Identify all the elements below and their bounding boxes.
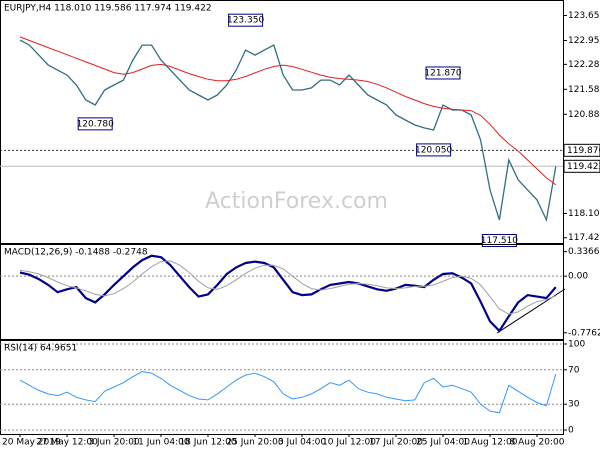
- y-tick-label: 118.100: [568, 209, 600, 219]
- y-tick-label: 121.580: [568, 85, 600, 95]
- x-tick-label: 11 Jun 04:00: [132, 438, 189, 448]
- annotation-label: 121.870: [424, 68, 461, 78]
- x-tick-label: 3 Jul 04:00: [278, 438, 327, 448]
- y-tick-label: 117.420: [568, 233, 600, 243]
- x-tick-label: 3 Jun 20:00: [88, 438, 140, 448]
- y-tick-label: 100: [568, 340, 585, 350]
- y-tick-label: 0.3366: [568, 247, 600, 257]
- series-line: [19, 260, 556, 315]
- panel-title: MACD(12,26,9) -0.1488 -0.2748: [4, 248, 148, 258]
- series-line: [19, 370, 557, 414]
- annotation-box: [77, 117, 113, 131]
- y-tick-label: 122.280: [568, 60, 600, 70]
- series-line: [19, 254, 557, 333]
- last-price-box: [563, 159, 600, 173]
- annotation-label: 120.050: [415, 145, 452, 155]
- annotation-box: [481, 234, 517, 248]
- annotation-label: 123.350: [227, 16, 264, 26]
- x-tick-label: 8 Aug 20:00: [510, 438, 565, 448]
- y-tick-label: 0.00: [568, 272, 588, 282]
- x-tick-label: 10 Jul 12:00: [322, 438, 376, 448]
- annotation-box: [425, 66, 461, 80]
- x-tick-label: 18 Jun 12:00: [179, 438, 236, 448]
- y-tick-label: 120.880: [568, 110, 600, 120]
- series-line: [19, 36, 557, 186]
- y-tick-label: -0.7762: [568, 328, 600, 338]
- annotation-box: [416, 143, 452, 157]
- x-tick-label: 27 May 12:00: [36, 438, 98, 448]
- x-tick-label: 20 May 2019: [2, 438, 61, 448]
- y-tick-label: 122.950: [568, 36, 600, 46]
- level-box: [563, 143, 600, 157]
- panel-border: [0, 244, 564, 340]
- x-tick-label: 1 Aug 12:00: [463, 438, 518, 448]
- series-line: [19, 39, 557, 223]
- panel-border: [0, 340, 564, 435]
- y-tick-label: 30: [568, 400, 580, 410]
- y-tick-label: 70: [568, 365, 580, 375]
- x-tick-label: 17 Jul 20:00: [369, 438, 423, 448]
- x-tick-label: 25 Jun 20:00: [226, 438, 283, 448]
- panel-title: RSI(14) 64.9651: [4, 344, 77, 354]
- annotation-box: [228, 13, 264, 27]
- x-tick-label: 25 Jul 04:00: [416, 438, 470, 448]
- panel-border: [0, 0, 564, 244]
- watermark: ActionForex.com: [205, 189, 388, 214]
- annotation-label: 117.510: [481, 236, 518, 246]
- panel-title: EURJPY,H4 118.010 119.586 117.974 119.42…: [4, 4, 212, 14]
- last-price-label: 119.422: [567, 162, 600, 172]
- annotation-label: 120.780: [77, 119, 114, 129]
- y-tick-label: 123.650: [568, 11, 600, 21]
- level-label: 119.870: [567, 146, 600, 156]
- y-tick-label: 0: [568, 426, 574, 436]
